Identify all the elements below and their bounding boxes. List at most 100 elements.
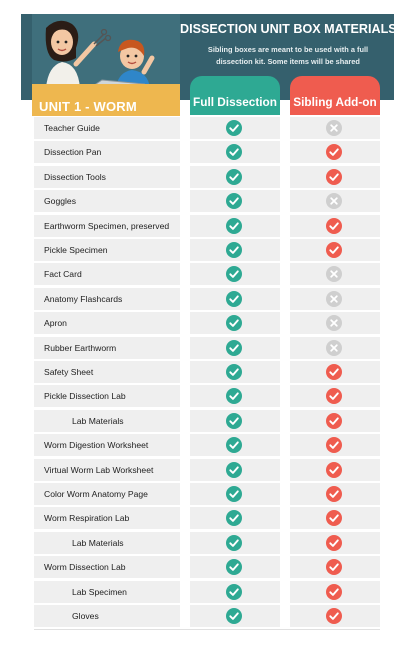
item-label: Fact Card [44, 269, 82, 279]
item-name-cell: Color Worm Anatomy Page [34, 483, 180, 505]
check-icon [226, 169, 242, 185]
check-icon [226, 388, 242, 404]
item-name-cell: Worm Respiration Lab [34, 507, 180, 529]
check-icon [326, 462, 342, 478]
full-dissection-cell [190, 117, 280, 139]
page-title: DISSECTION UNIT BOX MATERIALS [180, 22, 397, 36]
check-icon [326, 437, 342, 453]
sibling-addon-cell [290, 556, 380, 578]
item-name-cell: Pickle Dissection Lab [34, 385, 180, 407]
table-row: Lab Materials [0, 410, 415, 432]
full-dissection-cell [190, 581, 280, 603]
students-illustration [32, 14, 180, 114]
sibling-addon-cell [290, 410, 380, 432]
item-label: Lab Materials [72, 416, 124, 426]
x-icon [326, 315, 342, 331]
unit-label-box [32, 84, 180, 116]
subtitle-line: Sibling boxes are meant to be used with … [207, 45, 369, 54]
item-name-cell: Apron [34, 312, 180, 334]
check-icon [226, 437, 242, 453]
full-dissection-cell [190, 166, 280, 188]
table-row: Worm Dissection Lab [0, 556, 415, 578]
item-label: Dissection Pan [44, 147, 102, 157]
check-icon [226, 364, 242, 380]
item-name-cell: Rubber Earthworm [34, 337, 180, 359]
full-dissection-cell [190, 385, 280, 407]
item-label: Worm Dissection Lab [44, 562, 126, 572]
item-label: Apron [44, 318, 67, 328]
column-header-full-dissection: Full Dissection [190, 76, 280, 115]
full-dissection-cell [190, 459, 280, 481]
item-label: Teacher Guide [44, 123, 100, 133]
item-name-cell: Gloves [34, 605, 180, 627]
full-dissection-cell [190, 434, 280, 456]
check-icon [326, 413, 342, 429]
sibling-addon-cell [290, 141, 380, 163]
check-icon [326, 608, 342, 624]
item-label: Virtual Worm Lab Worksheet [44, 465, 154, 475]
check-icon [326, 559, 342, 575]
sibling-addon-cell [290, 337, 380, 359]
check-icon [226, 510, 242, 526]
full-dissection-cell [190, 190, 280, 212]
sibling-addon-cell [290, 532, 380, 554]
sibling-addon-cell [290, 434, 380, 456]
item-label: Worm Digestion Worksheet [44, 440, 149, 450]
table-row: Gloves [0, 605, 415, 627]
check-icon [326, 584, 342, 600]
sibling-addon-cell [290, 483, 380, 505]
sibling-addon-cell [290, 239, 380, 261]
table-row: Earthworm Specimen, preserved [0, 215, 415, 237]
sibling-addon-cell [290, 361, 380, 383]
full-dissection-cell [190, 361, 280, 383]
item-name-cell: Lab Specimen [34, 581, 180, 603]
table-row: Pickle Dissection Lab [0, 385, 415, 407]
table-row: Goggles [0, 190, 415, 212]
check-icon [326, 388, 342, 404]
item-name-cell: Safety Sheet [34, 361, 180, 383]
sibling-addon-cell [290, 312, 380, 334]
item-name-cell: Pickle Specimen [34, 239, 180, 261]
table-row: Safety Sheet [0, 361, 415, 383]
item-label: Pickle Dissection Lab [44, 391, 126, 401]
check-icon [326, 242, 342, 258]
full-dissection-cell [190, 337, 280, 359]
full-dissection-cell [190, 312, 280, 334]
x-icon [326, 291, 342, 307]
check-icon [226, 486, 242, 502]
item-name-cell: Goggles [34, 190, 180, 212]
table-bottom-border [34, 629, 380, 630]
item-label: Anatomy Flashcards [44, 294, 123, 304]
table-row: Lab Materials [0, 532, 415, 554]
item-label: Lab Specimen [72, 587, 127, 597]
sibling-addon-cell [290, 507, 380, 529]
item-name-cell: Lab Materials [34, 532, 180, 554]
x-icon [326, 120, 342, 136]
item-label: Dissection Tools [44, 172, 106, 182]
sibling-addon-cell [290, 166, 380, 188]
check-icon [326, 144, 342, 160]
check-icon [226, 608, 242, 624]
item-label: Rubber Earthworm [44, 343, 117, 353]
item-label: Safety Sheet [44, 367, 94, 377]
table-row: Pickle Specimen [0, 239, 415, 261]
table-row: Virtual Worm Lab Worksheet [0, 459, 415, 481]
item-name-cell: Teacher Guide [34, 117, 180, 139]
item-label: Pickle Specimen [44, 245, 108, 255]
full-dissection-cell [190, 605, 280, 627]
item-label: Worm Respiration Lab [44, 513, 130, 523]
unit-label: UNIT 1 - WORM [39, 99, 137, 114]
item-label: Lab Materials [72, 538, 124, 548]
check-icon [226, 559, 242, 575]
table-row: Worm Digestion Worksheet [0, 434, 415, 456]
check-icon [226, 535, 242, 551]
check-icon [326, 510, 342, 526]
check-icon [226, 266, 242, 282]
table-row: Teacher Guide [0, 117, 415, 139]
sibling-addon-cell [290, 385, 380, 407]
check-icon [226, 462, 242, 478]
table-row: Dissection Tools [0, 166, 415, 188]
full-dissection-cell [190, 263, 280, 285]
x-icon [326, 193, 342, 209]
table-row: Lab Specimen [0, 581, 415, 603]
